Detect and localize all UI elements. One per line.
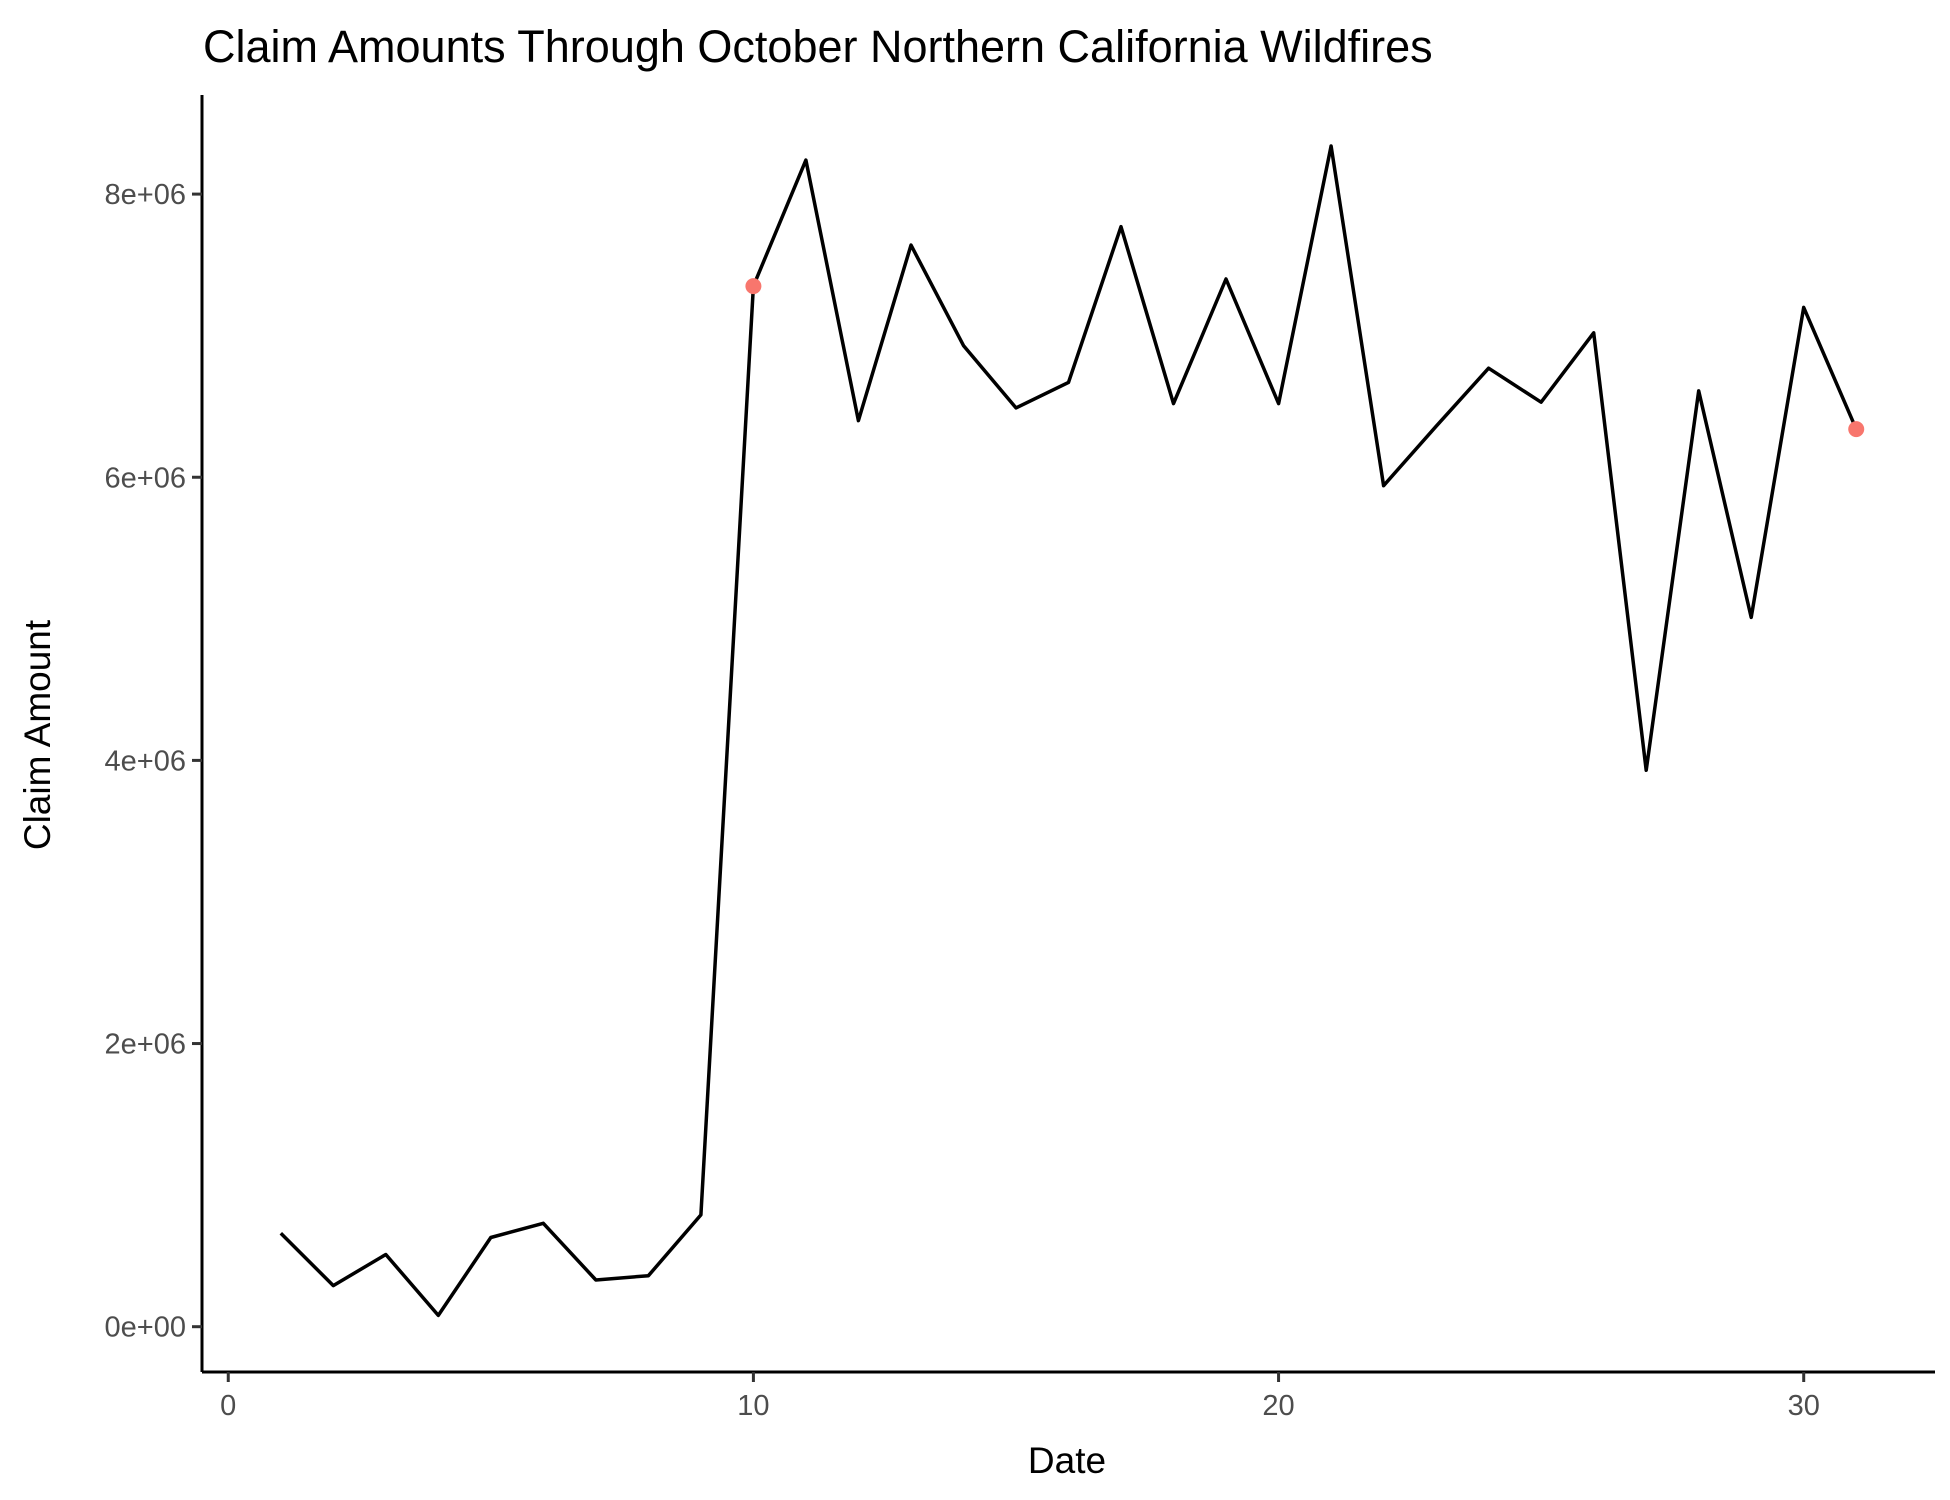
y-axis-title: Claim Amount: [17, 619, 58, 850]
y-tick-label: 0e+00: [105, 1312, 186, 1344]
x-tick-label: 30: [1788, 1390, 1820, 1422]
chart-title: Claim Amounts Through October Northern C…: [203, 21, 1433, 72]
y-tick-label: 4e+06: [105, 745, 186, 777]
x-axis-title: Date: [1028, 1440, 1106, 1481]
x-tick-label: 0: [220, 1390, 236, 1422]
plot-area: [279, 144, 1865, 1318]
highlight-point: [1848, 421, 1865, 438]
series-line: [279, 144, 1858, 1318]
x-tick-label: 10: [737, 1390, 769, 1422]
y-tick-label: 2e+06: [105, 1029, 186, 1061]
x-tick-label: 20: [1262, 1390, 1294, 1422]
y-tick-label: 8e+06: [105, 179, 186, 211]
x-axis: 0 10 20 30: [202, 1370, 1935, 1422]
highlight-point: [745, 278, 762, 295]
y-axis: 0e+00 2e+06 4e+06 6e+06 8e+06: [105, 95, 204, 1372]
y-tick-label: 6e+06: [105, 462, 186, 494]
